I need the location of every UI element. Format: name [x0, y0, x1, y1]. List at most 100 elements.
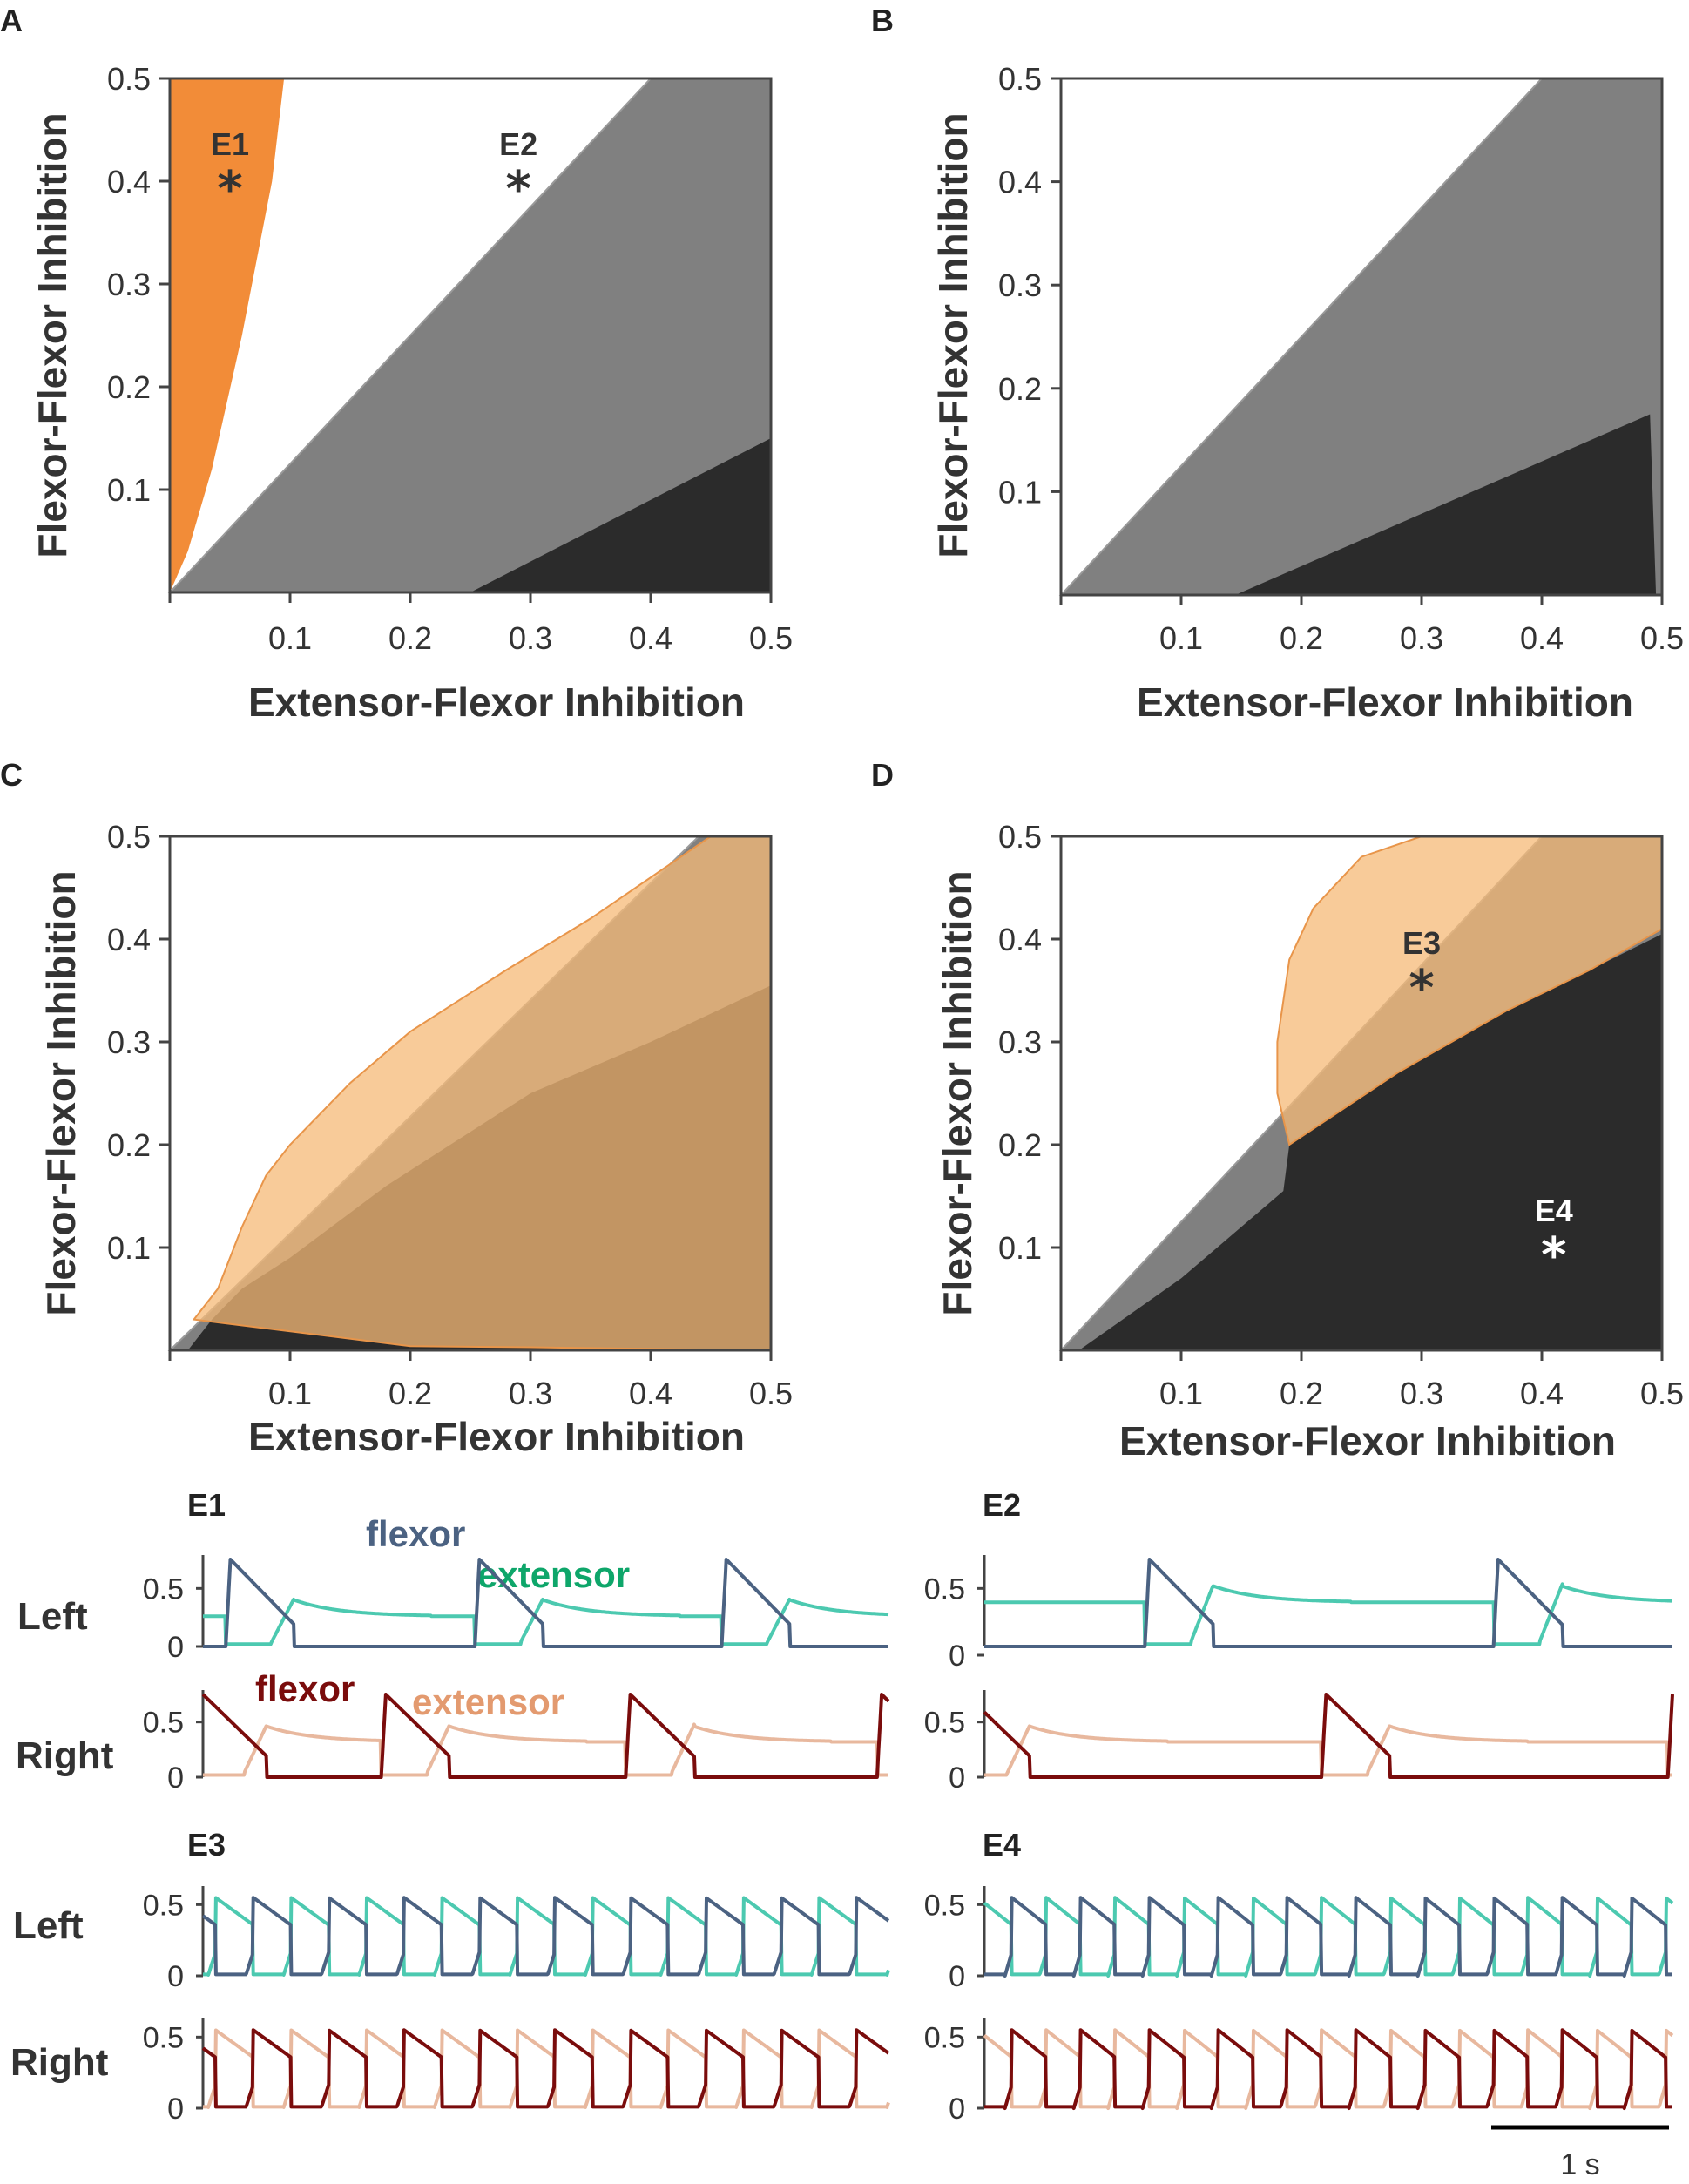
trace-tick-label-e2-1-0: 0: [949, 1640, 965, 1673]
side-label-right-e3: Right: [10, 2041, 109, 2084]
region-plot-a: 0.1 0.2 0.3 0.4 0.50.10.20.30.40.5Extensor-F…: [30, 61, 793, 725]
trace-tick-label-e3-0-1: 0: [167, 1960, 184, 1993]
trace-tick-label-e4-1-0: 0.5: [924, 2021, 965, 2054]
y-tick-label-b-3: 0.4: [998, 165, 1042, 200]
panel-label-d: D: [871, 757, 894, 793]
y-tick-label-a-3: 0.4: [107, 164, 151, 199]
y-tick-label-d-1: 0.2: [998, 1127, 1042, 1163]
region-plot-b: 0.1 0.2 0.3 0.4 0.50.10.20.30.40.5Extensor-F…: [930, 61, 1684, 725]
trace-tick-label-e1-1-0: 0.5: [143, 1707, 184, 1740]
plot-frame-c: [168, 835, 773, 1352]
trace-extensor-e1-1: [201, 1722, 890, 1777]
panel-label-b: B: [871, 3, 894, 38]
y-tick-label-c-0: 0.1: [107, 1230, 151, 1266]
trace-tick-label-e2-1-2: 0: [949, 1761, 965, 1795]
trace-tick-label-e3-0-0: 0.5: [143, 1889, 184, 1922]
trace-flexor-e3-1: [201, 2028, 890, 2109]
region-orange-a: [170, 78, 285, 592]
trace-tick-label-e2-0-0: 0.5: [924, 1572, 965, 1606]
trace-tick-label-e3-1-0: 0.5: [143, 2021, 184, 2054]
x-tick-label-a-0: 0.1: [268, 620, 312, 656]
x-tick-label-a-3: 0.4: [629, 620, 672, 656]
trace-extensor-e1-0: [201, 1598, 890, 1646]
y-tick-label-a-4: 0.5: [107, 61, 151, 97]
plot-frame-b: [1059, 77, 1664, 597]
trace-tick-label-e1-0-0: 0.5: [143, 1572, 184, 1606]
series-label-right-flexor: flexor: [255, 1668, 355, 1709]
y-tick-label-d-0: 0.1: [998, 1230, 1042, 1266]
y-axis-title-b: Flexor-Flexor Inhibition: [930, 112, 976, 558]
trace-tick-label-e1-0-1: 0: [167, 1631, 184, 1664]
side-label-left-e3: Left: [13, 1904, 84, 1947]
trace-flexor-e3-0: [201, 1896, 890, 1977]
y-tick-label-b-0: 0.1: [998, 474, 1042, 510]
trace-tick-label-e4-1-1: 0: [949, 2093, 965, 2126]
x-tick-label-a-1: 0.2: [388, 620, 432, 656]
marker-label-e1: E1: [211, 126, 249, 162]
x-tick-label-c-1: 0.2: [388, 1376, 432, 1411]
y-tick-label-d-3: 0.4: [998, 922, 1042, 957]
region-plot-c: 0.1 0.2 0.3 0.4 0.50.10.20.30.40.5Extensor-F…: [38, 819, 793, 1459]
trace-extensor-e3-1: [201, 2028, 890, 2109]
trace-panel-e3: 0.5 0 0.5 0: [143, 1886, 890, 2126]
y-axis-title-c: Flexor-Flexor Inhibition: [38, 870, 84, 1315]
x-tick-label-c-4: 0.5: [749, 1376, 793, 1411]
marker-label-e4: E4: [1535, 1193, 1573, 1228]
x-tick-label-a-4: 0.5: [749, 620, 793, 656]
trace-title-e4: E4: [983, 1827, 1021, 1863]
y-tick-label-b-1: 0.2: [998, 371, 1042, 407]
series-label-left-extensor: extensor: [477, 1554, 630, 1595]
y-tick-label-c-4: 0.5: [107, 819, 151, 855]
trace-tick-label-e2-1-1: 0.5: [924, 1707, 965, 1740]
plot-frame-d: [1059, 835, 1664, 1352]
x-tick-label-b-2: 0.3: [1400, 620, 1443, 656]
x-tick-label-d-3: 0.4: [1520, 1376, 1564, 1411]
series-label-right-extensor: extensor: [412, 1681, 564, 1722]
plot-frame-a: [168, 77, 773, 594]
marker-star-e1: *: [217, 161, 242, 218]
y-tick-label-b-2: 0.3: [998, 267, 1042, 303]
y-tick-label-b-4: 0.5: [998, 61, 1042, 97]
trace-flexor-e2-1: [983, 1693, 1674, 1779]
marker-star-e3: *: [1409, 960, 1434, 1017]
marker-label-e3: E3: [1402, 925, 1441, 961]
x-tick-label-d-1: 0.2: [1280, 1376, 1323, 1411]
trace-panel-e4: 0.5 0 0.5 0: [924, 1886, 1674, 2126]
marker-label-e2: E2: [499, 126, 537, 162]
x-tick-label-c-3: 0.4: [629, 1376, 672, 1411]
trace-tick-label-e1-1-1: 0: [167, 1761, 184, 1795]
region-black-b: [1235, 414, 1657, 595]
side-label-left-e1: Left: [17, 1595, 88, 1638]
x-axis-title-c: Extensor-Flexor Inhibition: [248, 1414, 745, 1459]
y-tick-label-c-3: 0.4: [107, 922, 151, 957]
y-tick-label-c-2: 0.3: [107, 1024, 151, 1060]
y-axis-title-a: Flexor-Flexor Inhibition: [30, 112, 75, 558]
trace-tick-label-e4-0-1: 0: [949, 1960, 965, 1993]
x-axis-title-b: Extensor-Flexor Inhibition: [1137, 680, 1633, 725]
x-tick-label-a-2: 0.3: [509, 620, 552, 656]
trace-extensor-e2-0: [983, 1582, 1674, 1646]
trace-flexor-e1-0: [201, 1558, 890, 1648]
region-black-a: [470, 438, 771, 592]
x-tick-label-c-0: 0.1: [268, 1376, 312, 1411]
x-tick-label-c-2: 0.3: [509, 1376, 552, 1411]
y-tick-label-c-1: 0.2: [107, 1127, 151, 1163]
x-tick-label-b-4: 0.5: [1640, 620, 1684, 656]
x-tick-label-d-2: 0.3: [1400, 1376, 1443, 1411]
y-tick-label-a-0: 0.1: [107, 472, 151, 508]
y-tick-label-a-2: 0.3: [107, 267, 151, 302]
y-tick-label-a-1: 0.2: [107, 369, 151, 405]
marker-star-e4: *: [1541, 1227, 1566, 1284]
trace-title-e2: E2: [983, 1487, 1021, 1523]
trace-extensor-e2-1: [983, 1724, 1674, 1777]
region-orange-overlay-c: [192, 835, 772, 1352]
panel-label-c: C: [0, 757, 23, 793]
panel-label-a: A: [0, 3, 23, 38]
y-tick-label-d-2: 0.3: [998, 1024, 1042, 1060]
y-tick-label-d-4: 0.5: [998, 819, 1042, 855]
trace-panel-e1: 0.5 0 0.5 0: [143, 1555, 890, 1795]
region-black-d: [1078, 934, 1662, 1350]
trace-tick-label-e4-0-0: 0.5: [924, 1889, 965, 1922]
x-tick-label-b-3: 0.4: [1520, 620, 1564, 656]
